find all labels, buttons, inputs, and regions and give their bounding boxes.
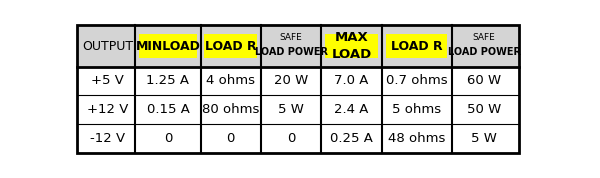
Text: 1.25 A: 1.25 A bbox=[146, 74, 190, 87]
Text: 0.7 ohms: 0.7 ohms bbox=[386, 74, 448, 87]
Text: 20 W: 20 W bbox=[274, 74, 308, 87]
Text: LOAD POWER: LOAD POWER bbox=[255, 46, 328, 56]
Text: MAX: MAX bbox=[335, 31, 368, 44]
Text: 0.15 A: 0.15 A bbox=[146, 103, 190, 116]
Text: 80 ohms: 80 ohms bbox=[202, 103, 259, 116]
Bar bbox=[325, 34, 378, 58]
Text: +5 V: +5 V bbox=[91, 74, 124, 87]
Text: 0: 0 bbox=[287, 132, 295, 145]
Text: 5 W: 5 W bbox=[471, 132, 497, 145]
Text: LOAD R: LOAD R bbox=[205, 40, 257, 53]
Text: 5 W: 5 W bbox=[278, 103, 304, 116]
Bar bbox=[204, 34, 257, 58]
Text: 2.4 A: 2.4 A bbox=[334, 103, 369, 116]
Text: LOAD: LOAD bbox=[332, 48, 372, 61]
Text: OUTPUT: OUTPUT bbox=[82, 40, 133, 53]
Text: LOAD POWER: LOAD POWER bbox=[448, 46, 521, 56]
Text: 60 W: 60 W bbox=[467, 74, 501, 87]
Bar bbox=[386, 34, 448, 58]
Text: 5 ohms: 5 ohms bbox=[392, 103, 442, 116]
Text: MINLOAD: MINLOAD bbox=[136, 40, 200, 53]
Text: 4 ohms: 4 ohms bbox=[206, 74, 255, 87]
Text: 0: 0 bbox=[164, 132, 172, 145]
Text: 7.0 A: 7.0 A bbox=[334, 74, 369, 87]
Bar bbox=[77, 25, 519, 67]
Text: 0: 0 bbox=[227, 132, 235, 145]
Text: SAFE: SAFE bbox=[473, 33, 496, 42]
Text: LOAD R: LOAD R bbox=[391, 40, 443, 53]
Text: 50 W: 50 W bbox=[467, 103, 502, 116]
Text: -12 V: -12 V bbox=[90, 132, 125, 145]
Bar bbox=[139, 34, 197, 58]
Text: +12 V: +12 V bbox=[87, 103, 128, 116]
Text: 0.25 A: 0.25 A bbox=[330, 132, 373, 145]
Text: SAFE: SAFE bbox=[280, 33, 302, 42]
Text: 48 ohms: 48 ohms bbox=[388, 132, 445, 145]
